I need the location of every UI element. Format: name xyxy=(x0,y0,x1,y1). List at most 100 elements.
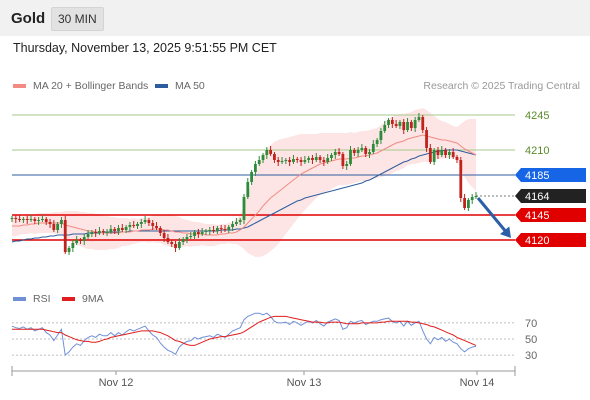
candle-body xyxy=(383,125,387,131)
price-tag-text-4164: 4164 xyxy=(525,191,549,203)
candle-body xyxy=(250,172,254,182)
candle-body xyxy=(166,238,170,242)
candle-body xyxy=(254,164,257,172)
candle-body xyxy=(425,130,428,148)
x-tick-label: Nov 12 xyxy=(99,377,134,389)
legend-rsi: RSI xyxy=(13,293,51,305)
candle-body xyxy=(117,228,120,231)
level-label-4245: 4245 xyxy=(525,110,549,122)
candle-body xyxy=(379,131,383,140)
candle-body xyxy=(124,227,128,230)
candle-body xyxy=(447,152,451,155)
candle-body xyxy=(136,224,139,226)
chart-datetime: Thursday, November 13, 2025 9:51:55 PM C… xyxy=(13,41,277,55)
projection-arrow-head xyxy=(500,226,511,238)
timeframe-badge[interactable]: 30 MIN xyxy=(51,7,104,31)
price-tag-text-4145: 4145 xyxy=(525,210,549,222)
candle-body xyxy=(413,120,417,128)
candle-body xyxy=(280,161,284,162)
candle-body xyxy=(470,197,474,200)
candle-body xyxy=(417,117,421,120)
candle-body xyxy=(181,239,185,242)
candle-body xyxy=(67,248,71,252)
candle-body xyxy=(455,157,459,160)
candle-body xyxy=(14,218,18,219)
candle-body xyxy=(33,219,37,221)
candle-body xyxy=(330,155,333,158)
candle-body xyxy=(120,228,124,230)
candle-body xyxy=(105,232,109,233)
candle-body xyxy=(466,200,470,208)
candle-body xyxy=(238,220,242,222)
candle-body xyxy=(60,220,63,224)
candle-body xyxy=(177,242,181,248)
candle-body xyxy=(333,152,337,155)
candle-body xyxy=(273,154,276,160)
candle-body xyxy=(307,158,311,160)
candle-body xyxy=(151,223,155,226)
candle-body xyxy=(101,231,105,232)
candle-body xyxy=(364,148,368,154)
price-tag-4164 xyxy=(515,189,586,203)
candle-body xyxy=(436,150,440,155)
candle-body xyxy=(75,240,79,243)
rsi-ma-swatch xyxy=(62,297,75,301)
candle-body xyxy=(109,229,113,232)
candle-body xyxy=(185,237,189,239)
rsi-tick-70: 70 xyxy=(525,318,537,330)
candle-body xyxy=(444,150,447,155)
price-tag-4145 xyxy=(515,208,586,222)
candle-body xyxy=(341,154,345,166)
candle-body xyxy=(440,150,444,155)
price-tag-text-4120: 4120 xyxy=(525,235,549,247)
candle-body xyxy=(90,232,94,234)
candle-body xyxy=(193,232,196,236)
projection-arrow-shaft xyxy=(476,197,509,234)
candle-body xyxy=(406,122,409,130)
candle-body xyxy=(352,150,356,153)
candle-body xyxy=(390,120,394,124)
candle-body xyxy=(25,219,29,220)
ma50-line xyxy=(11,149,477,243)
candle-body xyxy=(128,225,132,227)
x-tick-label: Nov 14 xyxy=(460,377,495,389)
candle-body xyxy=(18,219,22,220)
candle-body xyxy=(63,220,67,252)
candle-body xyxy=(459,160,463,198)
candle-body xyxy=(292,159,295,162)
candle-body xyxy=(265,150,269,155)
candle-body xyxy=(242,197,246,220)
legend-rsi-ma: 9MA xyxy=(62,293,104,305)
ma50-swatch xyxy=(155,84,168,88)
legend-ma50-label: MA 50 xyxy=(175,80,205,92)
candle-body xyxy=(162,233,166,238)
candle-body xyxy=(345,164,349,166)
rsi-line xyxy=(11,312,477,357)
ma20-line xyxy=(12,134,477,236)
candle-body xyxy=(56,224,60,230)
candle-body xyxy=(208,230,212,231)
candle-body xyxy=(299,160,303,162)
candle-body xyxy=(432,150,436,162)
candle-body xyxy=(398,122,402,126)
legend-ma20: MA 20 + Bollinger Bands xyxy=(13,80,148,92)
candle-body xyxy=(174,244,177,248)
candle-body xyxy=(318,157,322,160)
candle-body xyxy=(276,160,280,162)
candle-body xyxy=(71,243,75,248)
candle-body xyxy=(394,124,398,126)
candle-body xyxy=(402,122,406,130)
legend-ma50: MA 50 xyxy=(155,80,205,92)
candle-body xyxy=(219,228,223,229)
candle-body xyxy=(143,220,147,222)
candle-body xyxy=(155,226,158,228)
candle-body xyxy=(189,236,193,237)
candle-body xyxy=(98,231,101,233)
candle-body xyxy=(227,227,231,230)
candle-body xyxy=(428,148,432,162)
ma20-swatch xyxy=(13,84,26,88)
candle-body xyxy=(200,232,204,234)
candle-body xyxy=(451,152,455,157)
candle-body xyxy=(474,196,478,197)
